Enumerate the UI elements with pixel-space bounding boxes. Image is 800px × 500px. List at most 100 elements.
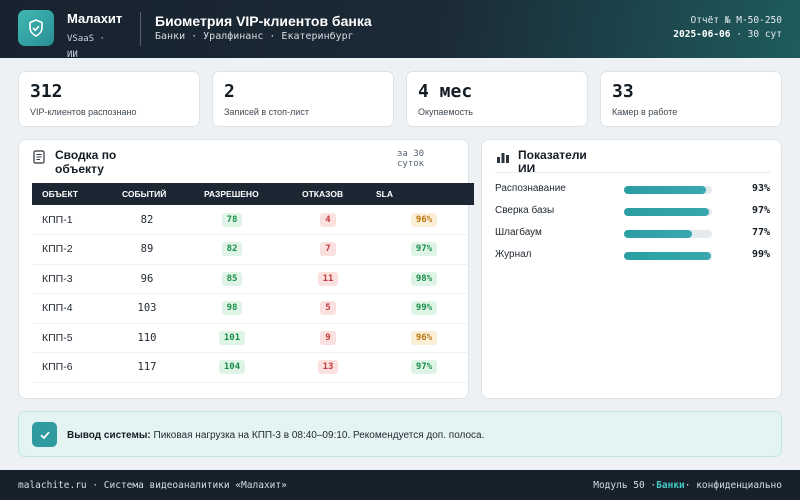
- metric-value: 97%: [751, 205, 770, 216]
- metric-label: Сверка базы: [495, 205, 555, 216]
- app-footer: malachite.ru · Система видеоаналитики «М…: [0, 470, 800, 500]
- kpi-value: 4 мес: [418, 81, 473, 102]
- col-allowed[interactable]: РАЗРЕШЕНО: [182, 183, 282, 205]
- rejected-badge: 5: [320, 301, 336, 316]
- document-icon: [33, 150, 45, 164]
- summary-table-body: КПП-1 82 78 4 96% КПП-2 89 82 7 97% КПП-3 96 85 11 98%…: [32, 205, 474, 383]
- metric-value: 99%: [751, 249, 770, 260]
- kpi-value: 312: [30, 81, 63, 102]
- col-rejected[interactable]: ОТКАЗОВ: [282, 183, 374, 205]
- table-row[interactable]: КПП-1 82 78 4 96%: [32, 205, 474, 235]
- cell-object: КПП-5: [32, 323, 112, 353]
- cell-rejected: 4: [282, 205, 374, 235]
- cell-object: КПП-2: [32, 234, 112, 265]
- system-output-label: Вывод системы:: [67, 430, 151, 441]
- allowed-badge: 104: [218, 360, 246, 375]
- allowed-badge: 82: [221, 242, 243, 257]
- report-date-line: 2025-06-06 · 30 сут: [632, 28, 782, 42]
- summary-table: ОБЪЕКТ СОБЫТИЙ РАЗРЕШЕНО ОТКАЗОВ SLA КПП…: [32, 183, 474, 383]
- metric-label: Шлагбаум: [495, 227, 542, 238]
- kpi-label: Камер в работе: [612, 107, 678, 117]
- cell-object: КПП-1: [32, 205, 112, 235]
- metric-progress-fill: [624, 230, 692, 238]
- allowed-badge: 85: [221, 271, 243, 286]
- allowed-badge: 101: [218, 330, 246, 345]
- table-row[interactable]: КПП-2 89 82 7 97%: [32, 234, 474, 265]
- col-sla[interactable]: SLA: [374, 183, 474, 205]
- cell-rejected: 11: [282, 264, 374, 294]
- report-period: · 30 сут: [736, 29, 782, 40]
- page-title: Биометрия VIP-клиентов банка: [155, 13, 372, 29]
- cell-rejected: 5: [282, 293, 374, 324]
- kpi-label: Записей в стоп-лист: [224, 107, 309, 117]
- system-output-text: Вывод системы: Пиковая нагрузка на КПП-3…: [67, 429, 497, 442]
- cell-events: 96: [112, 264, 182, 294]
- metric-progress-bar: [624, 208, 712, 216]
- kpi-label: Окупаемость: [418, 107, 473, 117]
- cell-object: КПП-4: [32, 293, 112, 324]
- check-badge: [32, 422, 57, 447]
- summary-panel: Сводка по объекту за 30 суток ОБЪЕКТ СОБ…: [18, 139, 474, 399]
- cell-allowed: 78: [182, 205, 282, 235]
- rejected-badge: 11: [317, 271, 339, 286]
- cell-sla: 99%: [374, 293, 474, 324]
- summary-title: Сводка по объекту: [55, 148, 117, 176]
- footer-right: Модуль 50 ·Банки· конфиденциально: [593, 480, 782, 491]
- metric-row: Журнал 99%: [495, 246, 770, 264]
- check-icon: [39, 431, 50, 439]
- cell-events: 117: [112, 352, 182, 383]
- brand-name: Малахит: [67, 11, 123, 26]
- metric-value: 93%: [751, 183, 770, 194]
- table-row[interactable]: КПП-6 117 104 13 97%: [32, 352, 474, 383]
- kpi-card-stoplist: 2 Записей в стоп-лист: [212, 71, 394, 127]
- sla-badge: 97%: [410, 242, 438, 257]
- metric-value: 77%: [751, 227, 770, 238]
- brand-subtitle: VSaaS · ИИ: [67, 34, 105, 60]
- cell-events: 110: [112, 323, 182, 353]
- allowed-badge: 78: [221, 212, 243, 227]
- ai-metrics-panel: Показатели ИИ Распознавание 93% Сверка баз…: [481, 139, 782, 399]
- rejected-badge: 9: [320, 330, 336, 345]
- metric-row: Шлагбаум 77%: [495, 224, 770, 242]
- kpi-card-vip-recognized: 312 VIP-клиентов распознано: [18, 71, 200, 127]
- brand-logo[interactable]: [18, 10, 54, 46]
- col-object[interactable]: ОБЪЕКТ: [32, 183, 112, 205]
- shield-check-icon: [29, 19, 43, 37]
- sla-badge: 99%: [410, 301, 438, 316]
- cell-allowed: 104: [182, 352, 282, 383]
- report-info: Отчёт № М-50-250 2025-06-06 · 30 сут: [632, 14, 782, 42]
- cell-allowed: 85: [182, 264, 282, 294]
- app-header: Малахит VSaaS · ИИ Биометрия VIP-клиенто…: [0, 0, 800, 60]
- cell-allowed: 101: [182, 323, 282, 353]
- cell-sla: 97%: [374, 352, 474, 383]
- cell-rejected: 7: [282, 234, 374, 265]
- metric-progress-fill: [624, 252, 712, 260]
- rejected-badge: 4: [320, 212, 336, 227]
- report-date: 2025-06-06: [673, 29, 731, 40]
- sla-badge: 96%: [410, 212, 438, 227]
- table-header-row: ОБЪЕКТ СОБЫТИЙ РАЗРЕШЕНО ОТКАЗОВ SLA: [32, 183, 474, 205]
- cell-rejected: 13: [282, 352, 374, 383]
- footer-module: Модуль 50 ·: [593, 480, 657, 491]
- metric-progress-bar: [624, 230, 712, 238]
- footer-module-accent: Банки: [656, 480, 685, 491]
- col-events[interactable]: СОБЫТИЙ: [112, 183, 182, 205]
- table-row[interactable]: КПП-5 110 101 9 96%: [32, 323, 474, 353]
- allowed-badge: 98: [221, 301, 243, 316]
- summary-period-note: за 30 суток: [397, 149, 425, 169]
- metric-row: Распознавание 93%: [495, 180, 770, 198]
- footer-left: malachite.ru · Система видеоаналитики «М…: [18, 480, 287, 491]
- metric-progress-bar: [624, 252, 712, 260]
- kpi-value: 33: [612, 81, 634, 102]
- cell-allowed: 82: [182, 234, 282, 265]
- kpi-value: 2: [224, 81, 235, 102]
- cell-object: КПП-6: [32, 352, 112, 383]
- system-output-message: Пиковая нагрузка на КПП-3 в 08:40–09:10.…: [153, 430, 485, 441]
- table-row[interactable]: КПП-3 96 85 11 98%: [32, 264, 474, 294]
- metric-progress-fill: [624, 186, 706, 194]
- footer-confidential: · конфиденциально: [684, 480, 782, 491]
- sla-badge: 96%: [410, 330, 438, 345]
- metric-row: Сверка базы 97%: [495, 202, 770, 220]
- cell-sla: 96%: [374, 205, 474, 235]
- table-row[interactable]: КПП-4 103 98 5 99%: [32, 293, 474, 324]
